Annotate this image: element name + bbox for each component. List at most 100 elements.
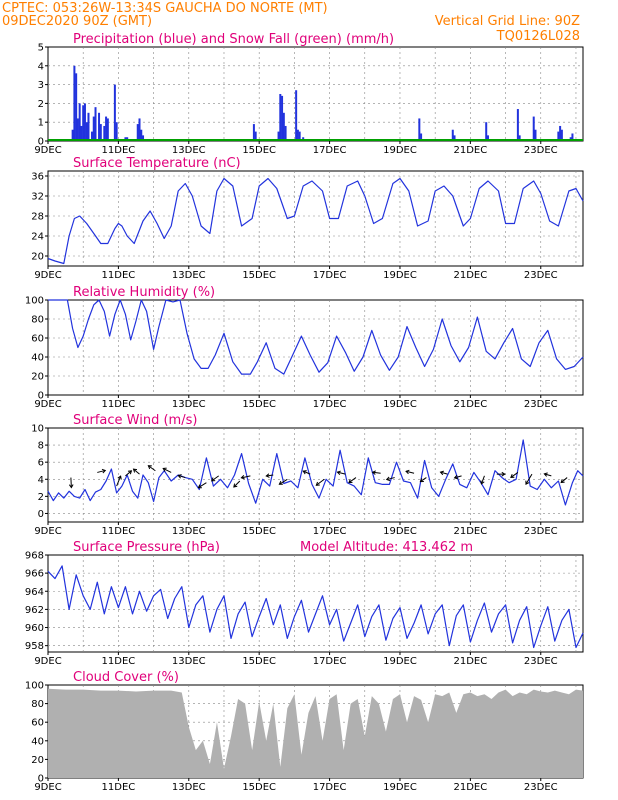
y-tick-label: 20 — [31, 755, 44, 766]
y-tick-label: 36 — [31, 172, 44, 183]
precip-bar — [99, 124, 102, 141]
x-tick-label: 23DEC — [524, 526, 558, 537]
panel-title-cloud: Cloud Cover (%) — [73, 670, 179, 685]
x-tick-label: 11DEC — [102, 145, 136, 156]
x-tick-label: 11DEC — [102, 526, 136, 537]
wind-vector-head — [147, 465, 152, 470]
wind-line — [47, 439, 584, 506]
wind-vector-head — [439, 470, 444, 476]
panel-title-pressure: Surface Pressure (hPa) — [73, 540, 220, 555]
precip-bar — [98, 112, 101, 141]
x-tick-label: 17DEC — [313, 656, 347, 667]
wind-vector-shaft — [198, 482, 207, 489]
x-tick-label: 23DEC — [524, 270, 558, 281]
precip-bar — [298, 131, 301, 141]
precip-bar — [281, 95, 284, 141]
x-tick-label: 9DEC — [34, 526, 61, 537]
wind-vector-head — [543, 472, 548, 477]
precip-bar — [277, 131, 280, 141]
wind-vector — [371, 470, 381, 475]
precip-bar — [83, 103, 86, 141]
panel-title-temp: Surface Temperature (nC) — [73, 156, 241, 171]
precip-bar — [295, 90, 298, 141]
x-tick-label: 23DEC — [524, 399, 558, 410]
wind-vector-shaft — [525, 473, 533, 485]
wind-vector — [162, 467, 172, 473]
x-tick-label: 19DEC — [383, 270, 417, 281]
wind-vector-shaft — [405, 470, 415, 474]
panel-precip: 0 1 2 3 4 5 9DEC 11DEC 13DEC 15DEC 17DEC 19DEC 21DEC… — [34, 32, 584, 156]
y-tick-label: 20 — [31, 372, 44, 383]
x-tick-label: 13DEC — [172, 782, 206, 793]
wind-vector-head — [177, 474, 182, 479]
wind-vector-shaft — [162, 467, 172, 473]
wind-vector-head — [371, 470, 376, 475]
y-tick-label: 3 — [38, 80, 44, 91]
wind-vector — [336, 470, 346, 476]
wind-vector-shaft — [560, 477, 568, 483]
wind-vector-shaft — [148, 465, 156, 472]
x-tick-label: 23DEC — [524, 656, 558, 667]
wind-vector-head — [132, 468, 138, 473]
x-tick-label: 17DEC — [313, 399, 347, 410]
wind-vector — [315, 478, 325, 486]
wind-vector — [405, 469, 415, 475]
x-tick-label: 17DEC — [313, 270, 347, 281]
y-tick-label: 100 — [25, 296, 44, 307]
wind-vector-head — [405, 469, 410, 475]
y-tick-label: 964 — [25, 587, 44, 598]
wind-vector-head — [525, 480, 530, 485]
wind-vector — [496, 471, 506, 477]
x-tick-label: 21DEC — [454, 526, 488, 537]
wind-vector — [132, 468, 140, 475]
y-tick-label: 28 — [31, 212, 44, 223]
precip-bar — [94, 107, 97, 141]
precip-bar — [284, 125, 287, 141]
precip-bar — [115, 122, 118, 141]
wind-vector-head — [385, 476, 391, 482]
precip-bar — [113, 84, 116, 141]
wind-vector — [419, 477, 427, 483]
wind-vector-shaft — [266, 474, 274, 477]
x-tick-label: 17DEC — [313, 526, 347, 537]
precip-bar — [85, 122, 88, 141]
wind-vector-shaft — [97, 469, 106, 473]
wind-vector-head — [501, 471, 506, 477]
wind-vector-shaft — [315, 478, 325, 486]
wind-vector — [265, 473, 274, 478]
panel-rh: 0 20 40 60 80 100 9DEC 11DEC 13DEC 15DEC 17DEC 19DE… — [25, 285, 584, 410]
plot-frame — [47, 299, 584, 396]
header-station: CPTEC: 053:26W-13:34S GAUCHA DO NORTE (M… — [2, 1, 328, 16]
wind-vector-shaft — [440, 471, 448, 475]
wind-vector-head — [419, 478, 424, 483]
x-tick-label: 23DEC — [524, 145, 558, 156]
precip-bar — [486, 135, 489, 141]
x-tick-label: 13DEC — [172, 656, 206, 667]
wind-vector-head — [197, 484, 202, 489]
y-tick-label: 1 — [38, 118, 44, 129]
precip-bar — [296, 129, 299, 141]
x-tick-label: 9DEC — [34, 399, 61, 410]
x-tick-label: 11DEC — [102, 270, 136, 281]
wind-vector-head — [302, 470, 307, 475]
x-tick-label: 15DEC — [242, 526, 276, 537]
x-tick-label: 15DEC — [242, 145, 276, 156]
precip-bar — [560, 129, 563, 141]
y-tick-label: 60 — [31, 334, 44, 345]
x-tick-label: 11DEC — [102, 399, 136, 410]
y-tick-label: 24 — [31, 232, 44, 243]
wind-vector-shaft — [279, 478, 288, 485]
precip-bar — [532, 116, 535, 141]
wind-vector-head — [210, 477, 216, 482]
x-tick-label: 19DEC — [383, 656, 417, 667]
y-tick-label: 966 — [25, 569, 44, 580]
x-tick-label: 15DEC — [242, 399, 276, 410]
y-tick-label: 4 — [38, 61, 44, 72]
wind-vector — [302, 470, 311, 475]
wind-vector-shaft — [480, 475, 485, 485]
panel-title-precip: Precipitation (blue) and Snow Fall (gree… — [73, 32, 394, 47]
panel-pressure: 958 960 962 964 966 968 9DEC 11DEC 13DEC 15DEC 17D… — [25, 540, 584, 667]
x-tick-label: 9DEC — [34, 782, 61, 793]
wind-vector-shaft — [544, 473, 552, 477]
wind-vector — [210, 475, 219, 482]
